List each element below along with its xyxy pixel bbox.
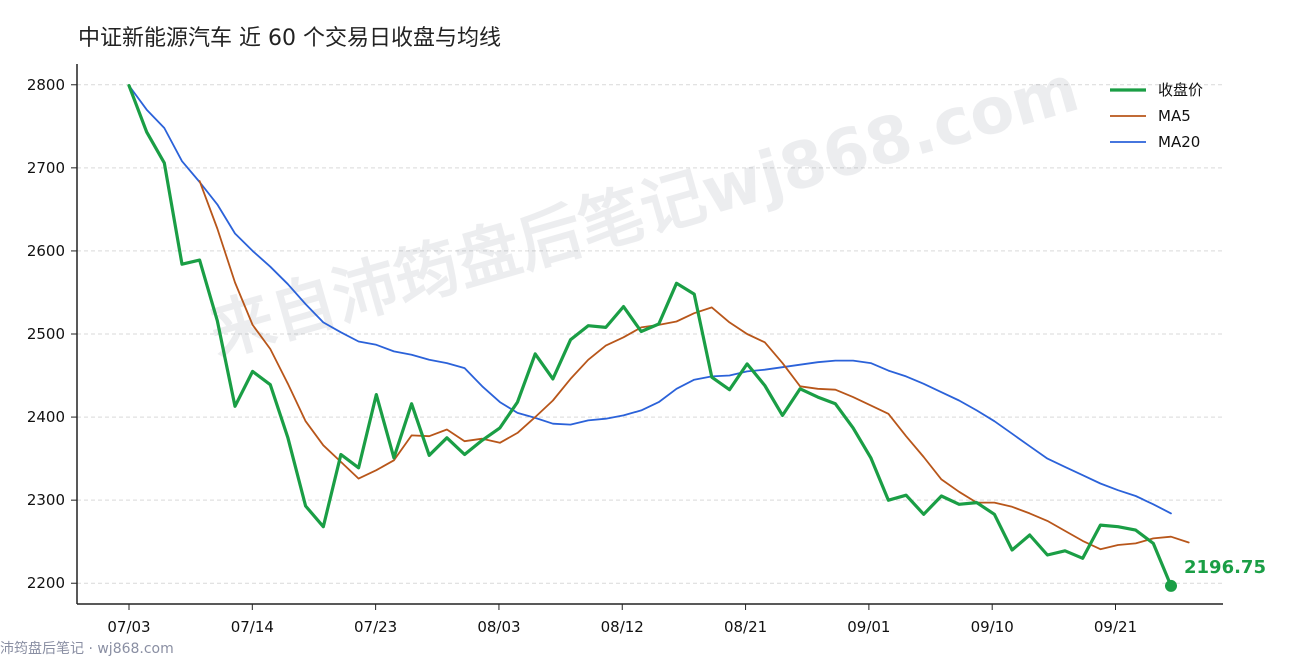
y-tick-label: 2500 [27,325,65,343]
y-tick-label: 2400 [27,408,65,426]
y-tick-label: 2600 [27,242,65,260]
legend-label: 收盘价 [1158,81,1203,99]
x-tick-label: 08/03 [477,618,520,636]
x-tick-label: 09/10 [971,618,1014,636]
x-tick-label: 09/21 [1094,618,1137,636]
grid-lines [77,84,1223,584]
y-tick-label: 2700 [27,159,65,177]
watermark-text: 来自沛筠盘后笔记wj868.com [202,52,1087,371]
last-value-label: 2196.75 [1184,557,1266,578]
last-point-dot [1165,579,1177,592]
y-tick-label: 2800 [27,76,65,94]
watermark: 来自沛筠盘后笔记wj868.com [202,52,1087,371]
close-price-line [127,83,1173,588]
x-tick-label: 08/12 [601,618,644,636]
y-tick-label: 2200 [27,574,65,592]
last-point-marker: 2196.75 [1165,557,1266,592]
legend: 收盘价 MA5 MA20 [1110,81,1203,151]
series-lines [127,83,1190,588]
ma5-line [198,180,1190,551]
y-tick-label: 2300 [27,491,65,509]
x-tick-label: 09/01 [847,618,890,636]
y-axis-ticks: 2200 2300 2400 2500 2600 2700 2800 [27,76,77,592]
footer-credit: 沛筠盘后笔记 · wj868.com [0,640,174,657]
x-axis-ticks: 07/03 07/14 07/23 08/03 08/12 08/21 09/01 09/10… [107,604,1137,636]
chart-title: 中证新能源汽车 近 60 个交易日收盘与均线 [78,26,501,51]
x-tick-label: 07/23 [354,618,397,636]
x-tick-label: 08/21 [724,618,767,636]
legend-label: MA20 [1158,133,1200,151]
x-tick-label: 07/14 [231,618,274,636]
x-tick-label: 07/03 [107,618,150,636]
ma20-line [128,84,1172,515]
legend-label: MA5 [1158,107,1191,125]
